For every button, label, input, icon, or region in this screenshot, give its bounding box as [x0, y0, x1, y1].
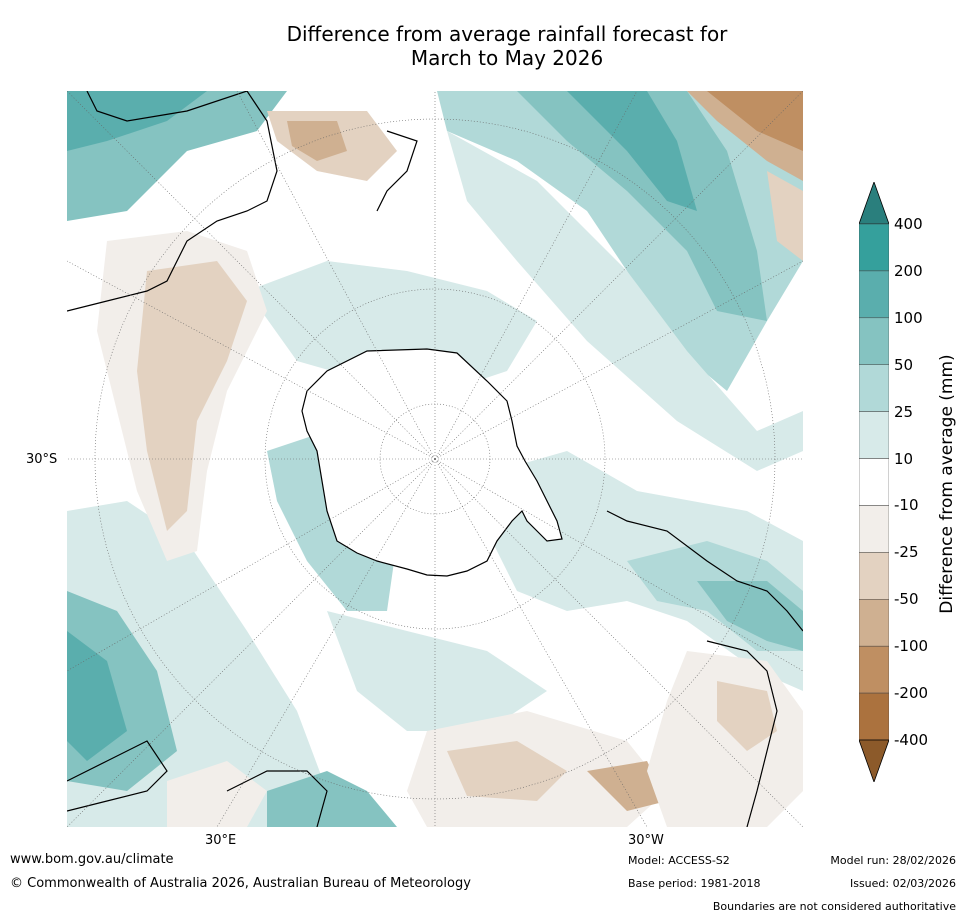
colorbar-segment — [859, 599, 889, 647]
land-outlines — [67, 91, 803, 827]
drier-regions — [97, 91, 803, 827]
colorbar-tick-label: -25 — [894, 543, 919, 562]
footer-website[interactable]: www.bom.gov.au/climate — [10, 852, 174, 867]
footer-disclaimer: Boundaries are not considered authoritat… — [712, 900, 956, 913]
colorbar-tick-label: -10 — [894, 496, 919, 515]
footer-model: Model: ACCESS-S2 — [628, 854, 730, 867]
antarctica-coastline — [301, 348, 563, 577]
footer-model-run: Model run: 28/02/2026 — [830, 854, 956, 867]
colorbar-segment — [859, 645, 889, 694]
colorbar-axis-label: Difference from average (mm) — [937, 354, 957, 614]
colorbar — [859, 182, 889, 782]
footer-issued: Issued: 02/03/2026 — [849, 877, 956, 890]
colorbar-tick-label: -50 — [894, 590, 919, 609]
colorbar-segment — [859, 505, 889, 553]
colorbar-segment — [859, 270, 889, 319]
colorbar-tick-label: 200 — [894, 261, 923, 280]
title-line-2: March to May 2026 — [410, 46, 604, 70]
map-svg — [67, 91, 803, 827]
colorbar-extend-top — [859, 182, 889, 225]
colorbar-tick-label: -100 — [894, 637, 929, 656]
colorbar-segment — [859, 223, 889, 272]
colorbar-segment — [859, 552, 889, 600]
colorbar-tick-label: 25 — [894, 402, 914, 421]
chart-title: Difference from average rainfall forecas… — [0, 22, 965, 70]
footer-copyright: © Commonwealth of Australia 2026, Austra… — [10, 876, 471, 891]
lat-label-30s: 30°S — [26, 452, 58, 467]
colorbar-tick-label: 400 — [894, 215, 923, 233]
colorbar-tick-label: -200 — [894, 684, 929, 703]
colorbar-segment — [859, 364, 889, 412]
graticule — [67, 91, 803, 827]
title-line-1: Difference from average rainfall forecas… — [286, 22, 728, 46]
lon-label-30e: 30°E — [205, 833, 237, 848]
colorbar-segment — [859, 692, 889, 741]
footer-base-period: Base period: 1981-2018 — [628, 877, 761, 890]
colorbar-segment — [859, 317, 889, 365]
colorbar-segment — [859, 458, 889, 506]
colorbar-extend-bottom — [859, 739, 889, 782]
colorbar-tick-label: 10 — [894, 449, 914, 468]
colorbar-tick-label: -400 — [894, 731, 929, 749]
colorbar-tick-label: 100 — [894, 308, 923, 327]
colorbar-segment — [859, 411, 889, 459]
rainfall-map — [67, 91, 803, 827]
lon-label-30w: 30°W — [628, 833, 664, 848]
colorbar-tick-label: 50 — [894, 355, 914, 374]
